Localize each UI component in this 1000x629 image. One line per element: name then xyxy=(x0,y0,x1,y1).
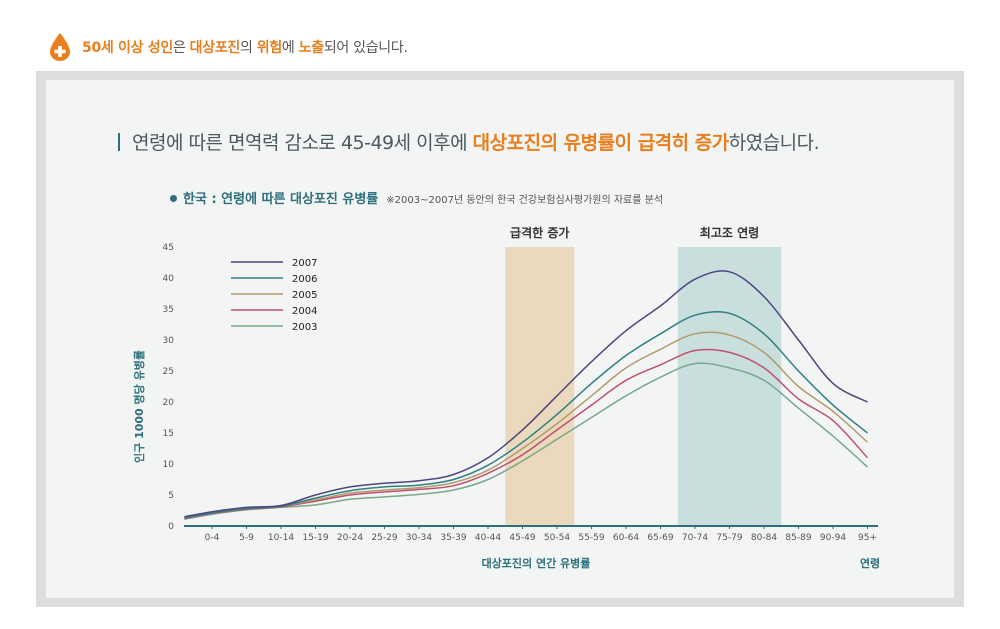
y-tick-label: 30 xyxy=(163,336,175,346)
x-tick-label: 55-59 xyxy=(578,533,604,543)
y-tick-label: 25 xyxy=(163,367,174,377)
x-tick-label: 5-9 xyxy=(239,533,254,543)
x-tick-label: 85-89 xyxy=(785,533,811,543)
legend-label: 2005 xyxy=(292,290,317,301)
y-tick-label: 20 xyxy=(163,398,175,408)
series-line-2003 xyxy=(184,362,869,520)
headline-segment: 하였습니다. xyxy=(728,132,820,154)
y-tick-label: 40 xyxy=(163,274,175,284)
chart-panel xyxy=(46,80,954,598)
x-tick-label: 70-74 xyxy=(682,533,708,543)
x-tick-label: 20-24 xyxy=(337,533,363,543)
headline-segment: 대상포진의 유병률이 급격히 증가 xyxy=(472,132,730,154)
x-axis-label: 대상포진의 연간 유병률 xyxy=(482,556,591,570)
headline-segment: 연령에 따른 면역력 감소로 45-49세 이후에 xyxy=(132,132,473,154)
header-segment: 대상포진 xyxy=(189,40,241,56)
series-line-2004 xyxy=(184,348,869,520)
header-segment: 의 xyxy=(240,40,257,56)
x-tick-label: 75-79 xyxy=(716,533,742,543)
top-header: 50세 이상 성인은 대상포진의 위험에 노출되어 있습니다. xyxy=(48,32,408,62)
y-tick-label: 45 xyxy=(163,243,174,253)
header-text: 50세 이상 성인은 대상포진의 위험에 노출되어 있습니다. xyxy=(82,37,408,57)
x-tick-label: 80-84 xyxy=(751,533,777,543)
x-tick-label: 15-19 xyxy=(302,533,328,543)
legend-label: 2003 xyxy=(292,322,317,333)
y-tick-label: 35 xyxy=(163,305,174,315)
subtitle-main: 한국 : 연령에 따른 대상포진 유병률 xyxy=(183,192,379,207)
header-segment: 에 xyxy=(281,40,299,56)
plus-drop-icon xyxy=(50,33,70,61)
series-line-2006 xyxy=(184,310,868,519)
highlight-band xyxy=(677,247,782,526)
chart-subtitle: 한국 : 연령에 따른 대상포진 유병률 ※2003~2007년 동안의 한국 건… xyxy=(170,188,663,207)
x-tick-label: 50-54 xyxy=(544,533,570,543)
x-tick-label: 30-34 xyxy=(406,533,432,543)
x-tick-label: 65-69 xyxy=(647,533,673,543)
legend-label: 2007 xyxy=(292,258,317,269)
x-tick-label: 0-4 xyxy=(205,533,220,543)
header-segment: 노출 xyxy=(298,40,324,56)
header-segment: 되어 있습니다. xyxy=(323,40,408,56)
x-tick-label: 95+ xyxy=(858,533,877,543)
y-tick-label: 10 xyxy=(163,460,175,470)
x-tick-label: 40-44 xyxy=(475,533,501,543)
x-tick-label: 90-94 xyxy=(820,533,846,543)
legend-label: 2006 xyxy=(292,274,317,285)
x-tick-label: 25-29 xyxy=(371,533,397,543)
bullet-dot xyxy=(170,195,177,202)
band-label: 급격한 증가 xyxy=(510,225,569,240)
y-tick-label: 0 xyxy=(168,522,174,532)
headline: 연령에 따른 면역력 감소로 45-49세 이후에 대상포진의 유병률이 급격히… xyxy=(118,128,820,155)
series-line-2007 xyxy=(184,270,868,518)
x-tick-label: 35-39 xyxy=(440,533,466,543)
y-axis-label: 인구 1000 명당 유병률 xyxy=(132,350,146,463)
header-segment: 50세 이상 성인 xyxy=(82,40,173,56)
highlight-band xyxy=(505,247,575,526)
subtitle-note: ※2003~2007년 동안의 한국 건강보험심사평가원의 자료를 분석 xyxy=(386,195,664,206)
header-segment: 위험 xyxy=(256,40,282,56)
x-tick-label: 60-64 xyxy=(613,533,639,543)
header-segment: 은 xyxy=(172,40,190,56)
y-tick-label: 5 xyxy=(168,491,174,501)
band-label: 최고조 연령 xyxy=(700,225,759,240)
x-axis-end-label: 연령 xyxy=(860,556,880,570)
y-tick-label: 15 xyxy=(163,429,174,439)
headline-text: 연령에 따른 면역력 감소로 45-49세 이후에 대상포진의 유병률이 급격히… xyxy=(132,132,820,154)
headline-bar xyxy=(118,133,120,151)
x-tick-label: 45-49 xyxy=(509,533,535,543)
legend-label: 2004 xyxy=(292,306,317,317)
x-tick-label: 10-14 xyxy=(268,533,294,543)
